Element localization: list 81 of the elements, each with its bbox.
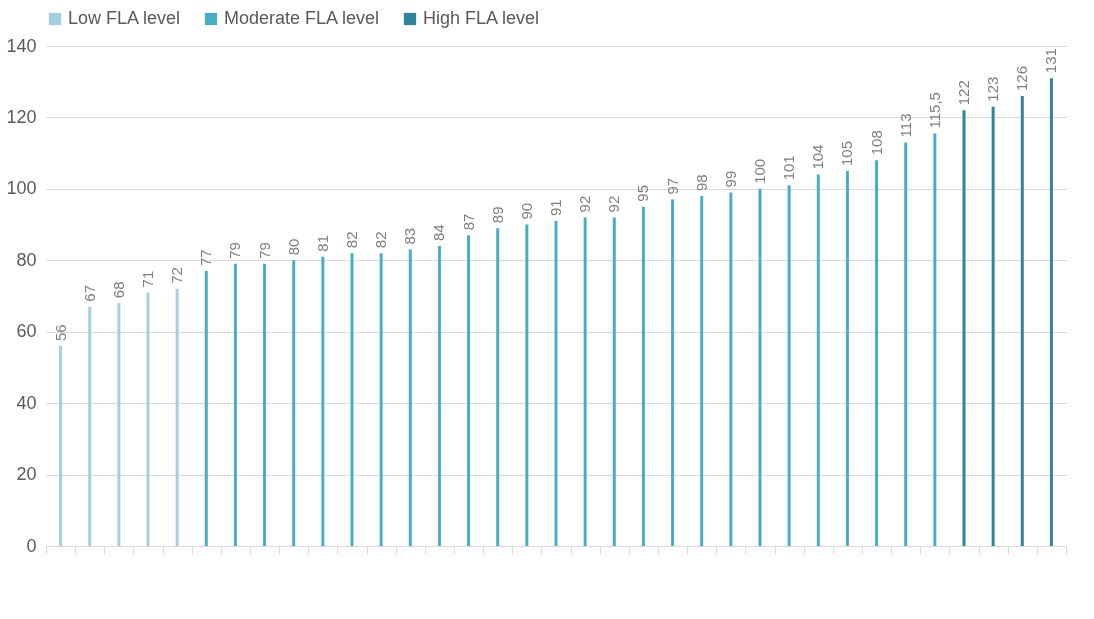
data-label: 91 bbox=[547, 199, 564, 216]
data-label: 97 bbox=[663, 177, 681, 195]
bar bbox=[933, 133, 937, 546]
data-label: 84 bbox=[430, 224, 448, 241]
data-label: 71 bbox=[139, 270, 156, 288]
bar bbox=[146, 292, 150, 546]
bar bbox=[700, 196, 704, 546]
bar bbox=[292, 260, 296, 546]
data-label: 95 bbox=[634, 185, 652, 202]
bar bbox=[875, 160, 879, 546]
legend-label: Moderate FLA level bbox=[224, 8, 380, 28]
y-tick-label: 80 bbox=[16, 249, 37, 270]
bar bbox=[408, 249, 412, 546]
data-label: 56 bbox=[51, 324, 69, 341]
data-label: 67 bbox=[80, 285, 98, 302]
bar bbox=[88, 306, 92, 546]
bar bbox=[671, 199, 675, 546]
bar bbox=[641, 206, 645, 546]
data-label: 72 bbox=[168, 267, 186, 284]
bar bbox=[321, 256, 325, 546]
bar bbox=[350, 253, 354, 546]
bar bbox=[1020, 96, 1024, 546]
data-label: 77 bbox=[197, 249, 215, 266]
bar bbox=[117, 303, 121, 546]
legend-label: Low FLA level bbox=[68, 8, 181, 28]
bar bbox=[437, 246, 441, 546]
bar bbox=[612, 217, 616, 546]
y-tick-label: 20 bbox=[16, 464, 37, 485]
bar bbox=[175, 288, 179, 546]
y-tick-label: 40 bbox=[16, 392, 37, 413]
bar bbox=[787, 185, 791, 546]
data-label: 92 bbox=[576, 195, 594, 213]
data-label: 82 bbox=[372, 231, 390, 249]
data-label: 79 bbox=[255, 242, 273, 259]
bar bbox=[729, 192, 733, 546]
legend-label: High FLA level bbox=[423, 8, 540, 28]
data-label: 68 bbox=[109, 281, 127, 299]
bar bbox=[758, 188, 762, 546]
bar bbox=[263, 263, 267, 546]
data-label: 104 bbox=[809, 144, 827, 170]
y-tick-label: 120 bbox=[6, 106, 37, 127]
data-label: 81 bbox=[313, 235, 331, 252]
bar bbox=[496, 228, 500, 546]
data-label: 98 bbox=[692, 174, 710, 191]
bar bbox=[904, 142, 908, 546]
bar bbox=[379, 253, 383, 546]
data-label: 80 bbox=[284, 238, 302, 256]
data-label: 90 bbox=[517, 202, 535, 220]
data-label: 105 bbox=[838, 140, 856, 166]
data-label: 113 bbox=[896, 113, 914, 138]
data-label: 89 bbox=[488, 206, 506, 224]
data-label: 87 bbox=[459, 213, 477, 231]
data-label: 131 bbox=[1042, 48, 1060, 74]
bar bbox=[962, 110, 966, 546]
data-label: 82 bbox=[343, 231, 360, 249]
data-label: 123 bbox=[984, 76, 1002, 102]
y-tick-label: 0 bbox=[26, 535, 37, 556]
y-tick-label: 140 bbox=[6, 35, 37, 56]
data-label: 101 bbox=[780, 155, 798, 181]
bar bbox=[233, 263, 237, 546]
bar bbox=[845, 171, 849, 546]
data-label: 100 bbox=[751, 158, 768, 184]
data-label: 115,5 bbox=[925, 92, 943, 129]
bar bbox=[525, 224, 529, 546]
data-label: 99 bbox=[721, 170, 739, 188]
data-label: 92 bbox=[605, 195, 623, 213]
bar bbox=[583, 217, 587, 546]
bar bbox=[816, 174, 820, 546]
data-label: 108 bbox=[867, 130, 885, 156]
bar bbox=[1049, 78, 1053, 546]
data-label: 126 bbox=[1013, 65, 1031, 91]
bar bbox=[991, 106, 995, 546]
data-label: 83 bbox=[401, 227, 419, 245]
bar bbox=[204, 271, 208, 546]
data-label: 79 bbox=[226, 242, 244, 259]
y-tick-label: 100 bbox=[6, 178, 37, 199]
bar bbox=[59, 346, 63, 546]
y-tick-label: 60 bbox=[16, 321, 37, 342]
bar bbox=[467, 235, 471, 546]
bar bbox=[554, 221, 558, 546]
data-label: 122 bbox=[955, 80, 972, 106]
